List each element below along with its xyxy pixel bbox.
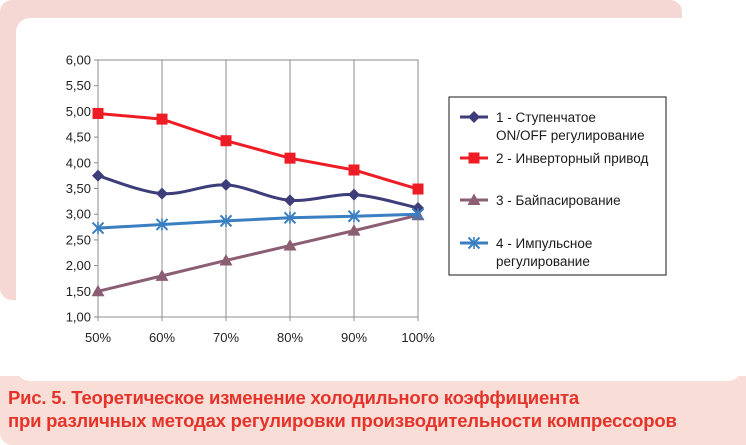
- y-tick-label: 3,00: [66, 207, 91, 222]
- legend-item-1: 1 - Ступенчатое ON/OFF регулирование: [460, 110, 645, 143]
- data-point: [92, 169, 104, 182]
- legend-item-4: 4 - Импульсное регулирование: [460, 236, 592, 269]
- caption-text-1: Теоретическое изменение холодильного коэ…: [71, 387, 579, 408]
- series-2: [92, 107, 424, 195]
- axis-layer: 1,00 1,50 2,00 2,50 3,00 3,50 4,00 4,50 5,00 5,50…: [66, 53, 435, 346]
- legend-swatch-marker: [467, 193, 481, 205]
- data-point: [219, 214, 233, 228]
- data-point: [283, 211, 297, 225]
- data-point: [155, 269, 169, 281]
- series-line: [97, 174, 419, 210]
- legend: 1 - Ступенчатое ON/OFF регулирование 2 - И…: [448, 96, 667, 276]
- y-tick-label: 5,50: [66, 78, 91, 93]
- legend-label: 2 - Инверторный привод: [496, 151, 648, 166]
- data-point: [284, 194, 296, 207]
- legend-label: регулирование: [496, 254, 590, 269]
- y-tick-label: 2,00: [66, 258, 91, 273]
- figure-caption: Рис. 5. Теоретическое изменение холодиль…: [8, 386, 738, 432]
- y-tick-label: 1,50: [66, 284, 91, 299]
- series-line: [97, 212, 419, 230]
- data-point: [284, 152, 296, 164]
- data-point: [347, 210, 361, 223]
- x-tick-label: 70%: [213, 330, 239, 345]
- caption-background: [0, 376, 746, 445]
- legend-item-3: 3 - Байпасирование: [460, 193, 621, 208]
- y-tick-label: 3,50: [66, 181, 91, 196]
- series-layer: [91, 107, 425, 297]
- y-tick-label: 4,50: [66, 130, 91, 145]
- data-point: [219, 253, 233, 266]
- data-point: [155, 218, 169, 231]
- x-tick-label: 50%: [85, 330, 111, 345]
- legend-swatch-marker: [468, 111, 480, 123]
- legend-label: 1 - Ступенчатое: [496, 110, 596, 125]
- data-point: [156, 113, 168, 125]
- legend-swatch-marker: [467, 236, 481, 250]
- y-tick-label: 6,00: [66, 53, 91, 68]
- legend-label: 4 - Импульсное: [496, 236, 592, 251]
- data-point: [347, 224, 361, 236]
- data-point: [156, 187, 168, 200]
- data-point: [412, 183, 424, 195]
- x-tick-label: 80%: [277, 330, 303, 345]
- legend-item-2: 2 - Инверторный привод: [460, 151, 648, 166]
- data-point: [91, 284, 105, 297]
- y-tick-label: 5,00: [66, 104, 91, 119]
- data-point: [92, 107, 104, 119]
- series-line: [97, 111, 419, 191]
- x-tick-label: 60%: [149, 330, 175, 345]
- legend-label: ON/OFF регулирование: [496, 128, 645, 143]
- data-point: [91, 221, 105, 235]
- data-point: [283, 239, 297, 251]
- caption-label: Рис. 5.: [8, 387, 67, 408]
- caption-line-1: Рис. 5. Теоретическое изменение холодиль…: [8, 386, 738, 409]
- x-tick-label: 100%: [401, 330, 435, 345]
- data-point: [220, 135, 232, 147]
- data-point: [411, 207, 425, 221]
- data-point: [348, 164, 360, 176]
- legend-swatch-marker: [468, 152, 480, 164]
- legend-label: 3 - Байпасирование: [496, 193, 621, 208]
- y-tick-label: 4,00: [66, 155, 91, 170]
- series-4: [91, 207, 425, 235]
- data-point: [220, 178, 232, 191]
- caption-line-2: при различных методах регулировки произв…: [8, 410, 677, 431]
- x-tick-label: 90%: [341, 330, 367, 345]
- series-line: [97, 213, 419, 293]
- data-point: [348, 188, 360, 201]
- y-tick-label: 1,00: [66, 310, 91, 325]
- y-tick-label: 2,50: [66, 232, 91, 247]
- legend-box: [448, 96, 667, 276]
- series-3: [91, 208, 425, 297]
